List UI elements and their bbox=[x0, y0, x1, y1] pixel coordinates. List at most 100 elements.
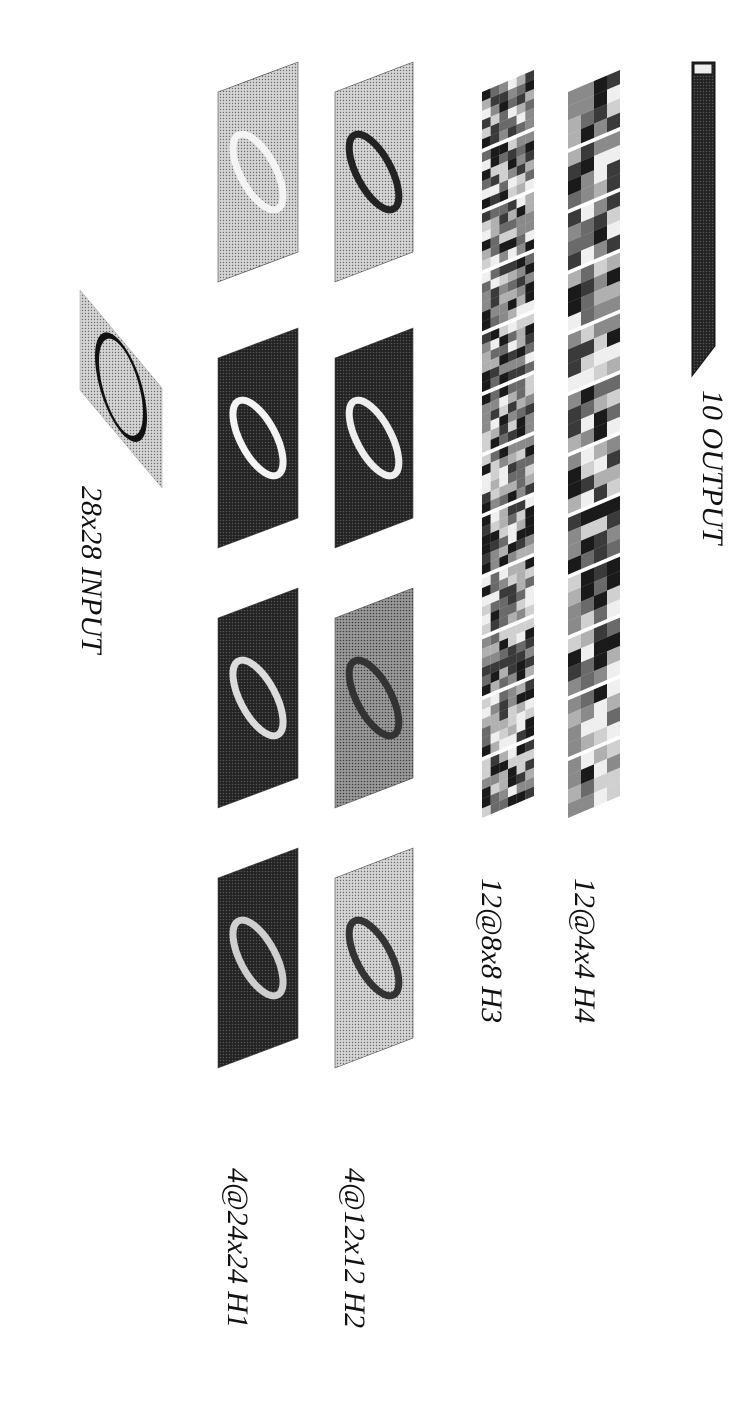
h4-patch-cell bbox=[594, 422, 607, 442]
h4-patch-cell bbox=[594, 239, 607, 260]
h4-patch-cell bbox=[568, 404, 581, 425]
h3-patch-cell bbox=[516, 649, 526, 663]
h3-patch-cell bbox=[525, 299, 534, 313]
h4-patch-cell bbox=[568, 86, 581, 107]
h3-patch-cell bbox=[490, 730, 500, 745]
h3-patch-cell bbox=[516, 518, 526, 532]
h3-patch-cell bbox=[525, 482, 534, 496]
h4-patch-cell bbox=[607, 767, 620, 788]
h3-patch-cell bbox=[482, 664, 491, 678]
h3-patch-cell bbox=[525, 107, 534, 122]
h3-patch-cell bbox=[499, 212, 508, 226]
h3-patch-cell bbox=[516, 364, 526, 378]
h3-patch-cell bbox=[508, 672, 517, 686]
h1-map-background bbox=[217, 327, 299, 549]
h3-patch-cell bbox=[516, 284, 526, 298]
h3-patch-cell bbox=[516, 790, 526, 804]
h4-patch-cell bbox=[607, 753, 620, 774]
h3-patch-cell bbox=[482, 612, 491, 627]
h3-patch-cell bbox=[499, 263, 508, 277]
h3-patch-cell bbox=[499, 446, 508, 460]
h3-patch-cell bbox=[508, 774, 517, 789]
h3-patch-cell bbox=[499, 506, 508, 520]
h3-patch-cell bbox=[516, 467, 526, 481]
h2-map-4 bbox=[334, 847, 414, 1069]
h3-patch-cell bbox=[525, 556, 534, 570]
h4-patch-9 bbox=[568, 556, 620, 636]
h3-patch-7 bbox=[482, 435, 534, 514]
h4-patch-cell bbox=[607, 435, 620, 455]
h4-patch-cell bbox=[568, 390, 581, 411]
h3-patch-cell bbox=[508, 512, 517, 526]
h4-patch-cell bbox=[607, 510, 620, 530]
h3-patch-cell bbox=[508, 428, 517, 442]
h3-patch-cell bbox=[490, 337, 500, 351]
h3-patch-cell bbox=[516, 83, 526, 97]
h4-patch-cell bbox=[581, 521, 594, 541]
h3-patch-6 bbox=[482, 374, 534, 453]
h3-patch-row bbox=[482, 70, 534, 818]
h4-patch-cell bbox=[568, 433, 581, 453]
h4-patch-cell bbox=[594, 379, 607, 400]
h3-patch-cell bbox=[516, 457, 526, 471]
h3-patch-cell bbox=[516, 499, 526, 513]
h3-patch-cell bbox=[490, 721, 500, 735]
h4-patch-cell bbox=[568, 755, 581, 776]
h3-patch-cell bbox=[482, 804, 491, 818]
h3-patch-cell bbox=[525, 725, 534, 739]
h3-patch-cell bbox=[482, 401, 491, 416]
h4-patch-row bbox=[568, 70, 620, 818]
h3-patch-cell bbox=[490, 417, 500, 431]
h3-patch-cell bbox=[490, 305, 500, 319]
h4-patch-cell bbox=[581, 156, 594, 176]
h3-patch-cell bbox=[490, 215, 500, 229]
h4-patch-cell bbox=[581, 216, 594, 237]
h4-patch-cell bbox=[581, 170, 594, 190]
h4-patch-cell bbox=[581, 581, 594, 602]
h4-patch-cell bbox=[607, 706, 620, 727]
h4-patch-cell bbox=[594, 393, 607, 414]
h3-patch-cell bbox=[482, 369, 491, 383]
h4-patch-cell bbox=[568, 648, 581, 668]
h3-patch-cell bbox=[490, 113, 500, 127]
h3-patch-cell bbox=[525, 524, 534, 538]
h3-patch-cell bbox=[508, 358, 517, 372]
h1-label: 4@24x24 H1 bbox=[221, 1168, 254, 1328]
h4-patch-cell bbox=[568, 634, 581, 654]
h4-patch-cell bbox=[607, 220, 620, 240]
h3-patch-cell bbox=[482, 219, 491, 233]
h3-patch-cell bbox=[482, 238, 491, 252]
h3-patch-cell bbox=[525, 453, 534, 468]
h3-patch-cell bbox=[508, 339, 517, 353]
h3-patch-cell bbox=[516, 102, 526, 116]
h3-patch-cell bbox=[525, 252, 534, 266]
h4-patch-cell bbox=[594, 454, 607, 475]
h3-patch-cell bbox=[482, 350, 491, 364]
h3-patch-cell bbox=[516, 742, 526, 756]
h3-patch-cell bbox=[525, 463, 534, 477]
h3-patch-cell bbox=[482, 257, 491, 271]
h4-patch-cell bbox=[594, 361, 607, 382]
h3-patch-cell bbox=[508, 227, 517, 241]
h3-patch-cell bbox=[516, 508, 526, 523]
h3-patch-cell bbox=[525, 383, 534, 397]
h4-patch-cell bbox=[568, 601, 581, 622]
h4-patch-cell bbox=[581, 549, 594, 570]
h3-patch-cell bbox=[482, 289, 491, 303]
h3-patch-cell bbox=[482, 116, 491, 130]
h3-patch-cell bbox=[525, 220, 534, 234]
h3-patch-cell bbox=[499, 170, 508, 184]
h3-patch-cell bbox=[490, 791, 500, 805]
h4-patch-cell bbox=[581, 764, 594, 785]
h3-patch-cell bbox=[508, 723, 517, 737]
h4-patch-cell bbox=[607, 617, 620, 638]
h3-patch-cell bbox=[490, 103, 500, 117]
h3-patch-cell bbox=[525, 626, 534, 641]
h2-map-ring bbox=[345, 916, 403, 1000]
h4-patch-cell bbox=[581, 95, 594, 115]
h4-patch-cell bbox=[581, 717, 594, 738]
h3-patch-cell bbox=[516, 761, 526, 775]
h4-patch-cell bbox=[607, 341, 620, 362]
h3-patch-cell bbox=[499, 567, 508, 581]
h3-patch-cell bbox=[508, 381, 517, 395]
